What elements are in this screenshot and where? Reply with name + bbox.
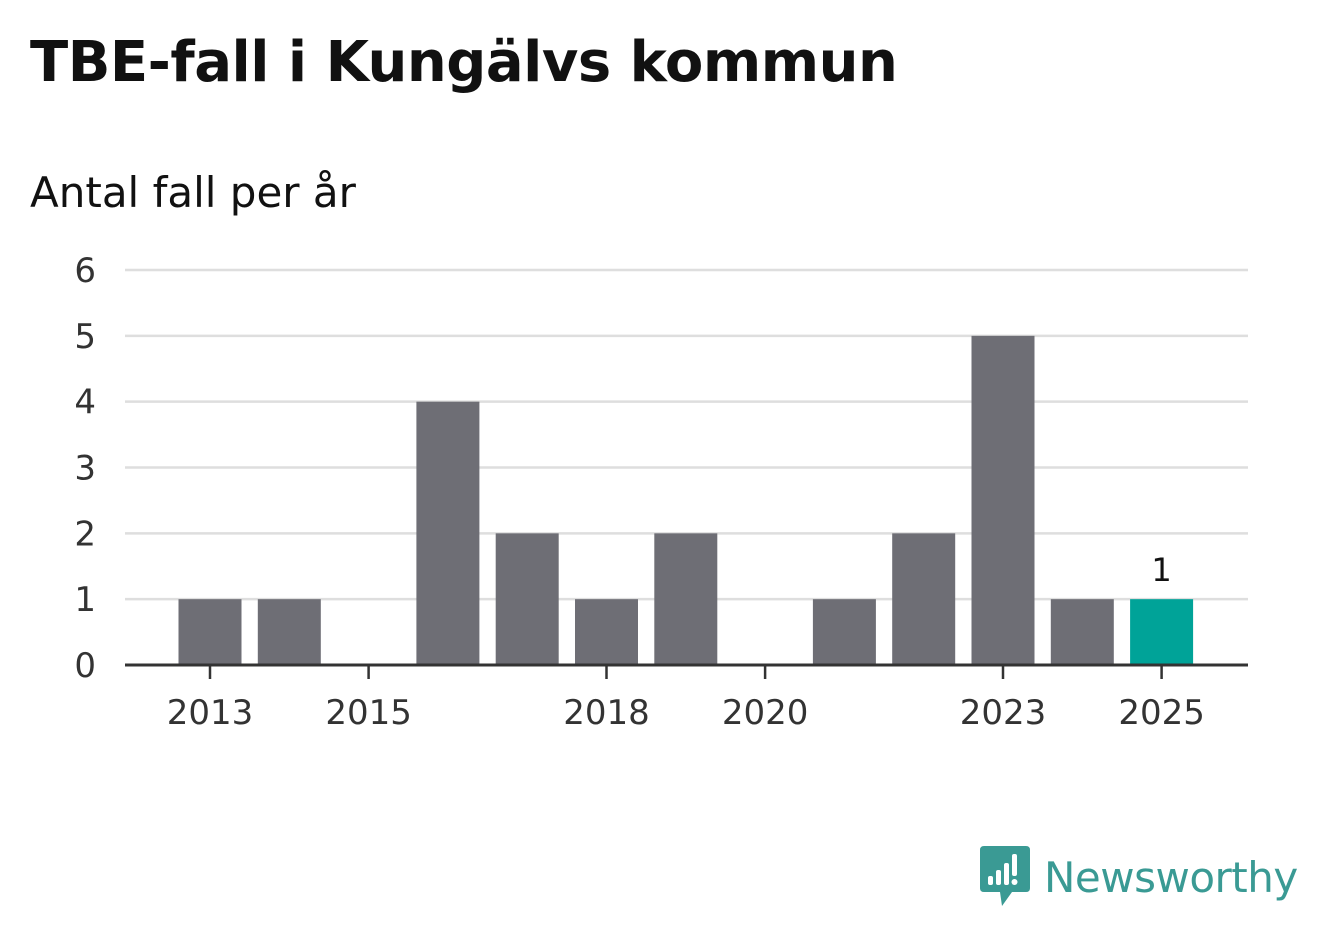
x-tick-label: 2020 bbox=[722, 693, 809, 733]
bar-2022 bbox=[892, 533, 956, 665]
data-labels: 1 bbox=[1151, 551, 1171, 589]
chart-title: TBE-fall i Kungälvs kommun bbox=[30, 30, 898, 95]
x-tick-label: 2025 bbox=[1118, 693, 1205, 733]
bar-2019 bbox=[654, 533, 718, 665]
y-tick-label: 2 bbox=[74, 514, 96, 554]
chart-subtitle: Antal fall per år bbox=[30, 168, 356, 217]
bar-2016 bbox=[416, 401, 480, 665]
x-tick-label: 2023 bbox=[960, 693, 1047, 733]
x-axis: 2013 2015 2018 2020 2023 2025 bbox=[125, 663, 1248, 733]
bar-2018 bbox=[575, 599, 638, 665]
y-tick-label: 4 bbox=[74, 383, 96, 423]
y-axis-ticks: 0 1 2 3 4 5 6 bbox=[74, 251, 96, 686]
bar-2013 bbox=[178, 599, 242, 665]
y-tick-label: 5 bbox=[74, 317, 96, 357]
x-tick-label: 2013 bbox=[167, 693, 254, 733]
x-tick-label: 2018 bbox=[563, 693, 650, 733]
bar-2017 bbox=[495, 533, 559, 665]
bars bbox=[178, 335, 1194, 665]
bar-2021 bbox=[812, 599, 876, 665]
data-label-2025: 1 bbox=[1151, 551, 1171, 589]
bar-2025 bbox=[1130, 599, 1194, 665]
y-tick-label: 1 bbox=[74, 580, 96, 620]
bar-2024 bbox=[1050, 599, 1114, 665]
newsworthy-logo-icon bbox=[980, 846, 1030, 906]
brand-name: Newsworthy bbox=[1044, 852, 1298, 902]
y-tick-label: 3 bbox=[74, 449, 96, 489]
x-tick-label: 2015 bbox=[325, 693, 412, 733]
bar-2023 bbox=[971, 335, 1035, 665]
y-tick-label: 0 bbox=[74, 646, 96, 686]
brand: Newsworthy bbox=[980, 846, 1298, 908]
y-tick-label: 6 bbox=[74, 251, 96, 291]
bar-2014 bbox=[257, 599, 321, 665]
